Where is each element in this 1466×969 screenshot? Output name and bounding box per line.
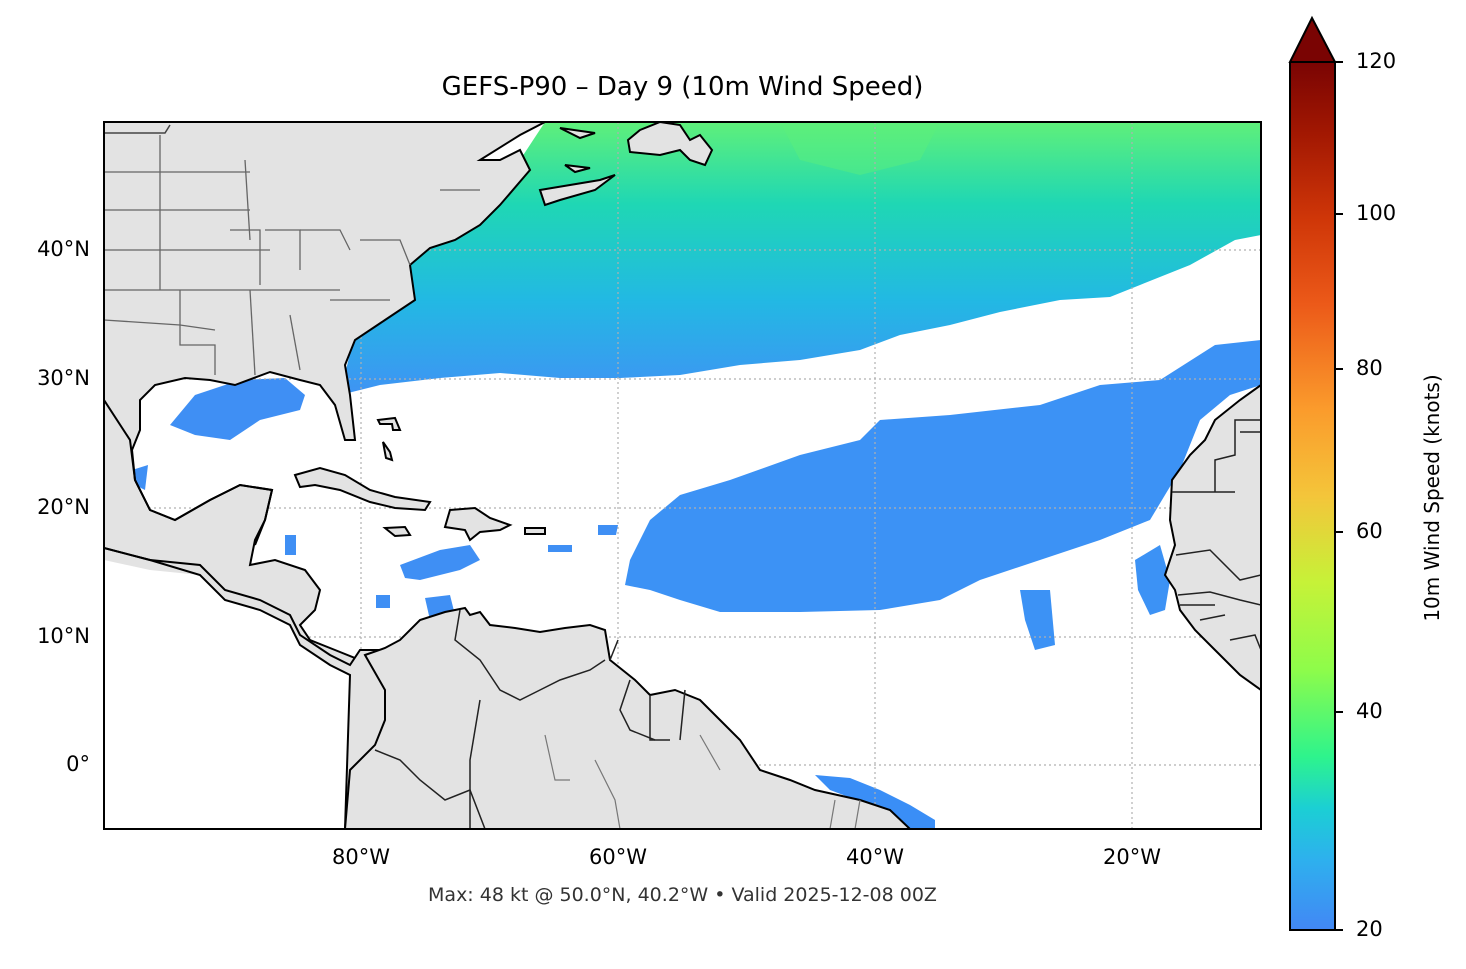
land-hispaniola bbox=[443, 506, 513, 542]
land-cuba bbox=[293, 466, 432, 512]
x-tick-40w: 40°W bbox=[846, 845, 904, 869]
colorbar-label: 10m Wind Speed (knots) bbox=[1420, 374, 1444, 622]
x-tick-60w: 60°W bbox=[589, 845, 647, 869]
y-tick-20n: 20°N bbox=[37, 495, 90, 519]
land-africa bbox=[1163, 383, 1261, 692]
colorbar-tick-40: 40 bbox=[1356, 699, 1383, 723]
wind-field-tropical-band bbox=[625, 340, 1261, 612]
land-jamaica bbox=[382, 525, 412, 538]
y-tick-30n: 30°N bbox=[37, 366, 90, 390]
state-borders bbox=[104, 135, 480, 376]
colorbar-tick-100: 100 bbox=[1356, 201, 1397, 225]
colorbar-tick-80: 80 bbox=[1356, 356, 1383, 380]
y-tick-0: 0° bbox=[66, 752, 90, 776]
colorbar-tick-120: 120 bbox=[1356, 49, 1397, 73]
plot-frame bbox=[103, 121, 1262, 830]
land-newfoundland bbox=[626, 122, 714, 167]
colorbar bbox=[1288, 15, 1343, 931]
chart-title: GEFS-P90 – Day 9 (10m Wind Speed) bbox=[441, 72, 924, 102]
chart-footer: Max: 48 kt @ 50.0°N, 40.2°W • Valid 2025… bbox=[428, 884, 937, 906]
y-tick-40n: 40°N bbox=[37, 237, 90, 261]
country-borders bbox=[374, 609, 686, 829]
land-puerto-rico bbox=[524, 527, 546, 535]
colorbar-tick-20: 20 bbox=[1356, 917, 1383, 941]
x-tick-80w: 80°W bbox=[332, 845, 390, 869]
colorbar-tick-60: 60 bbox=[1356, 519, 1383, 543]
map-content bbox=[104, 122, 1261, 829]
colorbar-extend-arrow-icon bbox=[1288, 15, 1337, 63]
y-tick-10n: 10°N bbox=[37, 624, 90, 648]
x-tick-20w: 20°W bbox=[1103, 845, 1161, 869]
wind-field-gulf bbox=[170, 378, 305, 440]
